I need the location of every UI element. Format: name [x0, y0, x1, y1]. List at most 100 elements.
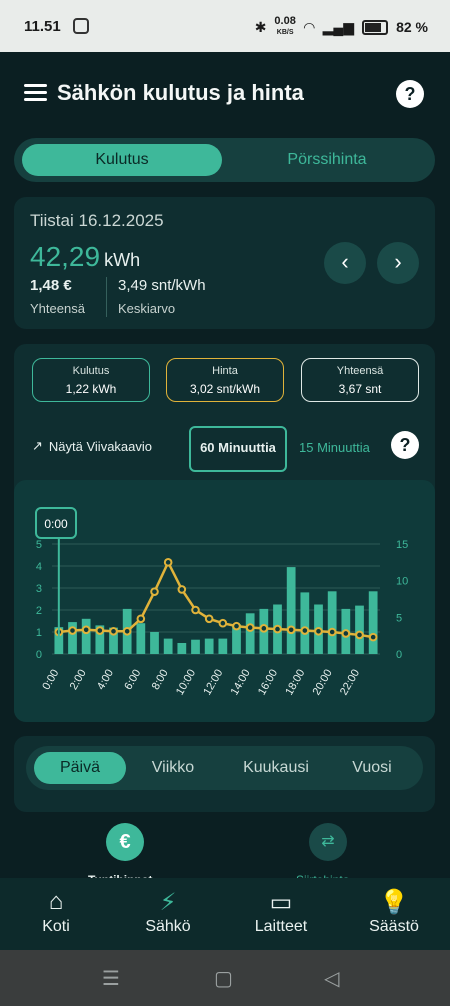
- x-tick-label: 4:00: [95, 668, 116, 693]
- home-icon: ⌂: [48, 888, 64, 915]
- chart-svg: 0 1 2 3 4 5 0 5 10 15 0:00 2:00 4:00 6:00 8:00 10:00 12:…: [35, 507, 408, 698]
- sub-options: € ⇄ Tuntihinnat Siirtohinta: [0, 815, 450, 887]
- trend-icon: ↗: [32, 438, 43, 453]
- lightning-icon: ⚡: [159, 889, 177, 916]
- y-left-tick-label: 5: [36, 539, 42, 551]
- x-tick-label: 20:00: [311, 668, 335, 698]
- average-price: 3,49 snt/kWh: [118, 277, 206, 294]
- status-icons: ✱ 0.08 KB/S ◠ ▂▄▆ 82 %: [255, 16, 428, 38]
- price-point: [286, 625, 296, 635]
- consumption-bar: [327, 591, 337, 654]
- home-system-icon[interactable]: ▢: [214, 968, 233, 990]
- recent-apps-icon[interactable]: ☰: [102, 968, 120, 990]
- prev-day-button[interactable]: ‹: [324, 242, 366, 284]
- consumption-bar: [150, 632, 159, 654]
- x-tick-label: 8:00: [150, 668, 171, 693]
- chart-help-button[interactable]: ?: [391, 431, 419, 459]
- nav-koti[interactable]: ⌂ Koti: [6, 888, 106, 936]
- speed-value: 0.08: [274, 15, 296, 27]
- consumption-chart: 0 1 2 3 4 5 0 5 10 15 0:00 2:00 4:00 6:00 8:00 10:00 12:…: [14, 480, 435, 722]
- pill-yhteensa[interactable]: Yhteensä 3,67 snt: [301, 358, 419, 402]
- bluetooth-icon: ✱: [254, 18, 267, 35]
- consumption-bar: [232, 624, 241, 654]
- line-chart-label: Näytä Viivakaavio: [48, 438, 152, 454]
- x-tick-label: 2:00: [68, 668, 89, 693]
- consumption-bar: [191, 639, 200, 654]
- y-left-tick-label: 1: [36, 627, 42, 639]
- price-point: [109, 626, 118, 636]
- pill-label: Kulutus: [72, 365, 110, 377]
- tooltip-label: 0:00: [44, 517, 68, 531]
- pill-label: Hinta: [212, 365, 238, 377]
- signal-icon: ▂▄▆: [322, 18, 355, 35]
- price-point: [300, 626, 310, 635]
- pill-value: 1,22 kWh: [65, 382, 117, 396]
- period-year[interactable]: Vuosi: [352, 759, 392, 776]
- consumption-bar: [95, 625, 105, 654]
- kwh-total: 42,29 kWh: [30, 241, 140, 273]
- next-day-button[interactable]: ›: [377, 242, 419, 284]
- x-tick-label: 10:00: [174, 668, 198, 698]
- y-left-tick-label: 2: [36, 605, 42, 617]
- price-point: [232, 621, 241, 631]
- price-point: [68, 626, 77, 635]
- view-tabs: Kulutus Pörssihinta: [14, 138, 435, 182]
- price-line: [58, 559, 374, 639]
- kwh-value: 42,29: [30, 241, 101, 272]
- x-tick-label: 6:00: [122, 668, 143, 693]
- price-point: [163, 558, 173, 567]
- price-point: [177, 585, 187, 594]
- y-right-tick-label: 15: [396, 539, 408, 551]
- consumption-bar: [218, 638, 228, 654]
- pill-kulutus[interactable]: Kulutus 1,22 kWh: [32, 358, 150, 402]
- network-speed: 0.08 KB/S: [274, 16, 295, 38]
- consumption-bar: [245, 613, 255, 654]
- consumption-bar: [177, 643, 187, 654]
- swap-icon[interactable]: ⇄: [309, 823, 347, 861]
- consumption-bar: [204, 638, 214, 654]
- y-right-tick-label: 10: [396, 576, 408, 588]
- period-card: Päivä Viikko Kuukausi Vuosi: [14, 736, 435, 812]
- price-point: [273, 624, 282, 634]
- price-point: [136, 614, 146, 624]
- hamburger-menu-icon[interactable]: [24, 84, 47, 101]
- consumption-bar: [163, 638, 173, 654]
- nav-saasto[interactable]: 💡 Säästö: [344, 888, 444, 936]
- nav-label: Sähkö: [145, 918, 191, 935]
- date-label: Tiistai 16.12.2025: [30, 211, 164, 230]
- period-selector: Päivä Viikko Kuukausi Vuosi: [26, 746, 423, 790]
- price-point: [259, 624, 269, 633]
- consumption-bar: [109, 627, 118, 654]
- battery-percent: 82 %: [396, 19, 428, 35]
- pill-value: 3,02 snt/kWh: [189, 382, 261, 396]
- back-icon[interactable]: ◁: [324, 968, 340, 990]
- price-point: [95, 626, 105, 635]
- x-tick-label: 0:00: [40, 668, 61, 693]
- interval-60-button[interactable]: 60 Minuuttia: [189, 426, 287, 472]
- kwh-unit: kWh: [104, 250, 141, 270]
- price-point: [314, 626, 323, 636]
- tab-kulutus[interactable]: Kulutus: [22, 144, 222, 176]
- y-left-tick-label: 0: [36, 649, 42, 661]
- system-navigation-bar: ☰ ▢ ◁: [0, 950, 450, 1006]
- nav-sahko[interactable]: ⚡ Sähkö: [118, 888, 218, 936]
- y-left-tick-label: 3: [36, 583, 42, 595]
- period-week[interactable]: Viikko: [151, 759, 195, 776]
- app-header: Sähkön kulutus ja hinta ?: [0, 52, 450, 138]
- tab-porssihinta[interactable]: Pörssihinta: [287, 151, 367, 168]
- pill-hinta[interactable]: Hinta 3,02 snt/kWh: [166, 358, 284, 402]
- x-tick-label: 12:00: [201, 668, 225, 698]
- period-month[interactable]: Kuukausi: [243, 759, 309, 776]
- interval-15-button[interactable]: 15 Minuuttia: [299, 440, 370, 455]
- euro-icon[interactable]: €: [106, 823, 144, 861]
- nav-laitteet[interactable]: ▭ Laitteet: [231, 888, 331, 936]
- price-point: [191, 605, 200, 615]
- nav-label: Laitteet: [254, 918, 308, 935]
- line-chart-toggle[interactable]: ↗ Näytä Viivakaavio: [32, 438, 152, 454]
- consumption-bar: [136, 623, 146, 654]
- x-tick-label: 22:00: [338, 668, 362, 698]
- period-day[interactable]: Päivä: [34, 752, 126, 784]
- x-tick-label: 14:00: [229, 668, 253, 698]
- tooltip-box: [35, 507, 77, 539]
- help-button[interactable]: ?: [396, 80, 424, 108]
